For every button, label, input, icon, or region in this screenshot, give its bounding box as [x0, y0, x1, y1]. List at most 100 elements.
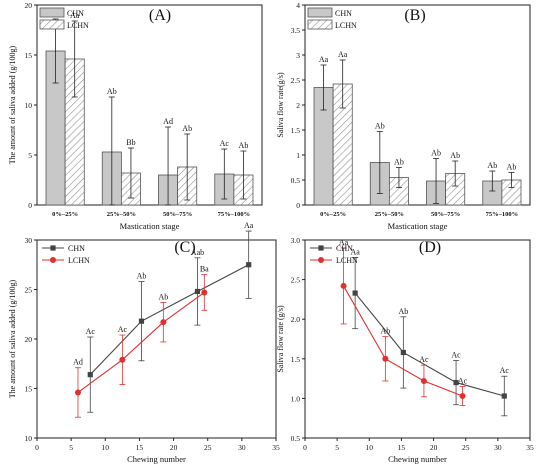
significance-label: Ab: [431, 149, 441, 158]
panel-b: 0 0.5 1 1.5 2 2.5 3 3.5 4 Saliva flow rate(g/s) Ma…: [276, 1, 531, 231]
x-tick-label: 75%–100%: [486, 211, 519, 218]
significance-label: Ab: [375, 122, 385, 131]
panel-c: 10 15 20 25 30 The amount of saliva added (g/…: [8, 221, 280, 464]
significance-label: Ab: [239, 141, 249, 150]
significance-label: Bb: [126, 138, 135, 147]
x-tick-label: 0: [303, 443, 307, 452]
significance-label: Ac: [419, 355, 429, 364]
y-tick-label: 10: [25, 434, 33, 443]
y-tick-label: 5: [28, 151, 32, 160]
significance-label: Ab: [450, 151, 460, 160]
x-tick-label: 50%–75%: [163, 211, 192, 218]
significance-label: Ac: [118, 325, 128, 334]
data-point-chn: [194, 288, 201, 295]
y-tick-label: 4: [296, 1, 300, 10]
data-point-chn: [501, 393, 507, 399]
legend-swatch-chn: [307, 7, 333, 18]
significance-label: Ac: [220, 139, 230, 148]
significance-label: Ab: [394, 158, 404, 167]
data-point-chn: [87, 372, 93, 378]
data-point-lchn: [340, 282, 347, 289]
data-point-chn: [246, 262, 252, 268]
significance-label: Aa: [319, 55, 329, 64]
y-tick-label: 1.0: [291, 394, 301, 403]
x-axis-label: Chewing number: [388, 454, 447, 464]
x-tick-label: 20: [170, 443, 178, 452]
y-tick-label: 3: [296, 51, 300, 60]
plot-frame: [304, 239, 531, 439]
data-point-chn: [352, 290, 358, 296]
significance-label: Ab: [380, 327, 390, 336]
significance-label: Aa: [244, 221, 254, 230]
significance-label: Ab: [398, 307, 408, 316]
y-tick-label: 2: [296, 101, 300, 110]
data-point-lchn: [74, 389, 81, 396]
panel-label: (D): [419, 239, 441, 256]
x-tick-label: 10: [366, 443, 374, 452]
y-tick-label: 1: [296, 151, 300, 160]
significance-label: Ab: [487, 161, 497, 170]
data-point-lchn: [459, 393, 466, 400]
legend-label: LCHN: [68, 256, 90, 265]
significance-label: Ad: [163, 117, 173, 126]
legend-swatch-lchn: [307, 19, 333, 30]
y-tick-label: 3.5: [291, 26, 301, 35]
y-tick-label: 0: [296, 201, 300, 210]
x-tick-label: 50%–75%: [431, 211, 460, 218]
data-point-chn: [400, 349, 406, 356]
series-line-lchn: [343, 285, 463, 397]
data-point-lchn: [382, 355, 389, 362]
significance-label: Aab: [191, 248, 204, 257]
data-point-chn: [138, 318, 145, 324]
significance-label: Ab: [107, 87, 117, 96]
y-tick-label: 3.0: [291, 236, 301, 245]
y-axis-label: The amount of saliva added (g/100g): [8, 45, 17, 164]
x-tick-label: 15: [398, 443, 406, 452]
legend-marker-chn: [318, 245, 324, 251]
significance-label: Ac: [86, 327, 96, 336]
data-point-lchn: [160, 319, 167, 326]
x-tick-label: 25%–50%: [107, 211, 136, 218]
x-axis-label: Mastication stage: [120, 221, 180, 231]
y-tick-label: 1.5: [291, 355, 301, 364]
x-tick-label: 35: [272, 443, 280, 452]
y-tick-label: 25: [25, 286, 33, 295]
legend-marker-chn: [50, 245, 56, 251]
y-tick-label: 2.5: [291, 276, 301, 285]
x-tick-label: 35: [526, 443, 534, 452]
x-axis-label: Mastication stage: [388, 221, 448, 231]
x-tick-label: 75%–100%: [218, 211, 251, 218]
panel-label: (C): [174, 239, 195, 256]
significance-label: Ba: [200, 265, 209, 274]
x-tick-label: 30: [494, 443, 502, 452]
x-tick-label: 25: [204, 443, 212, 452]
significance-label: Ab: [507, 163, 517, 172]
x-axis-label: Chewing number: [127, 454, 186, 464]
x-tick-label: 25%–50%: [375, 211, 404, 218]
legend-marker-lchn: [50, 257, 56, 263]
y-tick-label: 20: [25, 335, 33, 344]
x-tick-label: 0%–25%: [320, 211, 346, 218]
significance-label: Ac: [500, 366, 510, 375]
legend-label: CHN: [336, 244, 353, 253]
significance-label: Ac: [458, 377, 468, 386]
panel-label: (A): [149, 7, 171, 24]
y-axis-label: Saliva flow rate(g/s): [276, 72, 285, 138]
y-axis-label: The amount of saliva added (g/100g): [8, 279, 17, 398]
data-point-chn: [453, 379, 459, 386]
y-tick-label: 0.5: [291, 434, 301, 443]
y-tick-label: 2.0: [291, 315, 301, 324]
y-tick-label: 20: [25, 1, 33, 10]
x-tick-label: 25: [462, 443, 470, 452]
legend-swatch-chn: [39, 7, 65, 18]
series-line-chn: [354, 292, 505, 397]
x-tick-label: 20: [430, 443, 438, 452]
legend-marker-lchn: [318, 257, 324, 263]
legend-label: CHN: [67, 9, 84, 18]
y-axis-label: Saliva flow rate (g/s): [276, 305, 285, 373]
x-tick-label: 15: [136, 443, 144, 452]
significance-label: Aa: [338, 50, 348, 59]
legend-label: CHN: [68, 244, 85, 253]
y-tick-label: 1.5: [291, 126, 301, 135]
